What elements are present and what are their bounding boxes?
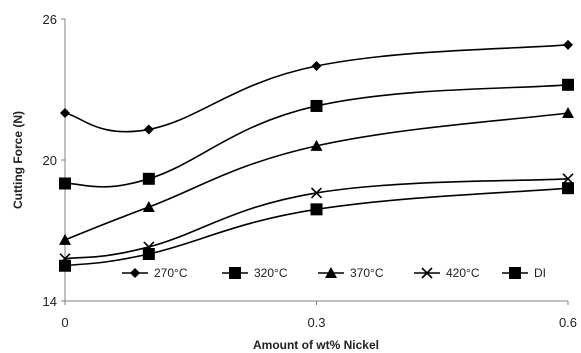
series-line-3	[64, 112, 569, 241]
legend-marker	[130, 268, 140, 278]
x-tick-label: 0.6	[559, 315, 577, 330]
data-markers	[59, 39, 574, 272]
y-tick-label: 14	[43, 294, 57, 309]
data-point-3	[59, 233, 71, 245]
legend-label: 320°C	[254, 266, 288, 280]
legend-label: DI	[534, 266, 546, 280]
tick-labels: 14 20 26 0 0.3 0.6	[43, 12, 578, 330]
legend-marker	[229, 267, 241, 279]
data-point-1	[60, 108, 70, 118]
data-point-2	[310, 99, 323, 112]
axes	[61, 18, 569, 305]
data-point-5	[142, 248, 155, 260]
data-point-2	[562, 78, 574, 91]
x-tick-label: 0.3	[307, 315, 325, 330]
legend-marker	[509, 267, 521, 279]
series-line-2	[64, 84, 569, 188]
y-tick-label: 26	[43, 12, 57, 27]
data-point-1	[311, 61, 322, 71]
legend: 270°C 320°C 370°C 420°C DI	[116, 261, 563, 285]
data-point-5	[562, 182, 574, 195]
legend-label: 370°C	[350, 266, 384, 280]
series-line-4	[64, 178, 569, 260]
data-point-3	[562, 107, 574, 118]
data-point-5	[59, 259, 71, 272]
legend-label: 420°C	[446, 266, 480, 280]
data-point-5	[310, 203, 323, 216]
x-axis-title: Amount of wt% Nickel	[253, 338, 379, 352]
data-point-1	[563, 39, 573, 50]
data-point-2	[142, 172, 155, 185]
x-tick-label: 0	[61, 315, 68, 330]
data-point-4	[310, 187, 323, 199]
legend-marker	[325, 267, 337, 278]
legend-marker	[421, 267, 433, 279]
y-axis-title: Cutting Force (N)	[11, 111, 25, 209]
data-point-1	[143, 124, 154, 135]
series-line-1	[64, 44, 569, 133]
data-point-4	[562, 173, 574, 185]
series-lines	[64, 44, 569, 267]
data-point-3	[142, 201, 155, 212]
data-point-3	[310, 139, 323, 151]
y-tick-label: 20	[43, 153, 57, 168]
legend-label: 270°C	[154, 266, 188, 280]
data-point-2	[59, 177, 71, 190]
series-line-5	[64, 187, 569, 267]
